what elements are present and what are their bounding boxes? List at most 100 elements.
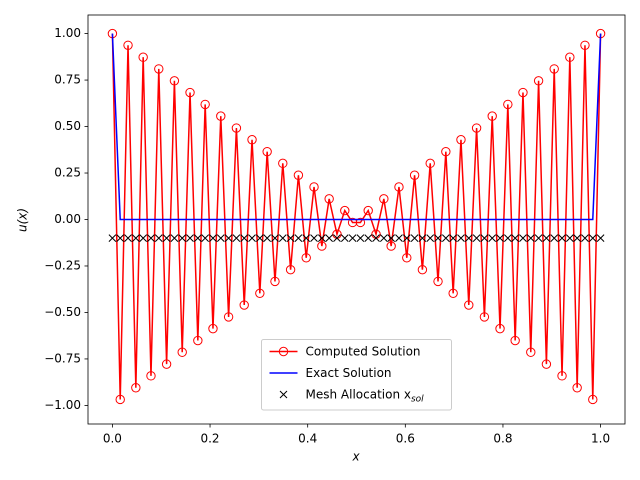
point — [193, 335, 203, 346]
point — [231, 123, 242, 133]
point — [162, 234, 171, 242]
y-tick-label: 1.00 — [54, 26, 81, 40]
point — [169, 76, 180, 86]
point — [410, 234, 419, 242]
point — [526, 234, 535, 242]
point — [340, 205, 350, 216]
point — [333, 234, 341, 242]
y-axis-label: u(x) — [16, 208, 30, 232]
point — [448, 288, 458, 299]
point — [565, 52, 575, 62]
y-tick-label: −0.25 — [44, 258, 81, 272]
y-tick-label: 0.00 — [54, 212, 81, 226]
point — [402, 234, 411, 242]
point — [185, 87, 195, 98]
point — [294, 234, 303, 242]
point — [372, 234, 380, 242]
legend: Computed Solution Exact Solution Mesh Allo… — [261, 339, 452, 411]
point — [386, 241, 396, 251]
legend-box — [261, 339, 452, 411]
point — [209, 234, 217, 242]
point — [223, 312, 234, 322]
point — [216, 111, 226, 121]
point — [379, 194, 389, 204]
point — [588, 394, 598, 405]
point — [271, 234, 279, 242]
point — [519, 234, 527, 242]
point — [216, 234, 225, 242]
point — [534, 234, 543, 242]
x-tick-label: 0.0 — [103, 432, 122, 446]
point — [208, 323, 218, 334]
point — [124, 234, 132, 242]
point — [480, 234, 489, 242]
point — [310, 234, 318, 242]
point — [565, 234, 574, 242]
point — [170, 234, 179, 242]
y-tick-label: 0.50 — [54, 119, 81, 133]
point — [573, 234, 582, 242]
x-tick-label: 1.0 — [591, 432, 610, 446]
point — [270, 276, 280, 287]
point — [131, 234, 140, 242]
point — [340, 234, 349, 242]
point — [402, 253, 412, 263]
point — [161, 359, 172, 369]
y-tick-label: −1.00 — [44, 398, 81, 412]
point — [572, 383, 582, 393]
point — [131, 383, 141, 393]
x-tick-label: 0.6 — [396, 432, 415, 446]
point — [511, 234, 520, 242]
series — [111, 33, 602, 221]
legend-label-subscript: sol — [411, 394, 424, 404]
series — [107, 28, 606, 405]
point — [449, 234, 458, 242]
point — [588, 234, 597, 242]
point — [510, 335, 520, 346]
plot-frame — [87, 14, 626, 425]
point — [550, 234, 559, 242]
point — [581, 234, 589, 242]
point — [348, 234, 357, 242]
point — [193, 234, 202, 242]
point — [317, 234, 326, 242]
point — [496, 234, 504, 242]
point — [154, 64, 164, 74]
point — [293, 170, 304, 180]
point — [247, 135, 257, 145]
point — [302, 234, 311, 242]
point — [240, 234, 249, 242]
point — [278, 158, 288, 169]
point — [487, 111, 497, 121]
point — [138, 52, 148, 62]
point — [526, 347, 536, 357]
point — [356, 234, 365, 242]
point — [347, 217, 358, 228]
point — [549, 64, 559, 74]
point — [200, 99, 210, 110]
point — [147, 234, 155, 242]
series — [108, 234, 605, 242]
point — [262, 146, 272, 157]
point — [263, 234, 272, 242]
point — [115, 394, 125, 405]
point — [139, 234, 148, 242]
point — [186, 234, 194, 242]
legend-label-text: Computed Solution — [306, 344, 421, 358]
point — [533, 76, 544, 86]
point — [464, 300, 474, 310]
point — [146, 371, 156, 381]
point — [441, 146, 451, 157]
point — [472, 234, 481, 242]
point — [542, 234, 551, 242]
point — [557, 371, 567, 381]
y-tick-label: −0.75 — [44, 351, 81, 365]
point — [580, 40, 590, 51]
point — [387, 234, 396, 242]
point — [324, 194, 334, 204]
point — [286, 234, 295, 242]
legend-marker — [279, 390, 288, 399]
point — [558, 234, 566, 242]
x-tick-label: 0.2 — [200, 432, 219, 446]
